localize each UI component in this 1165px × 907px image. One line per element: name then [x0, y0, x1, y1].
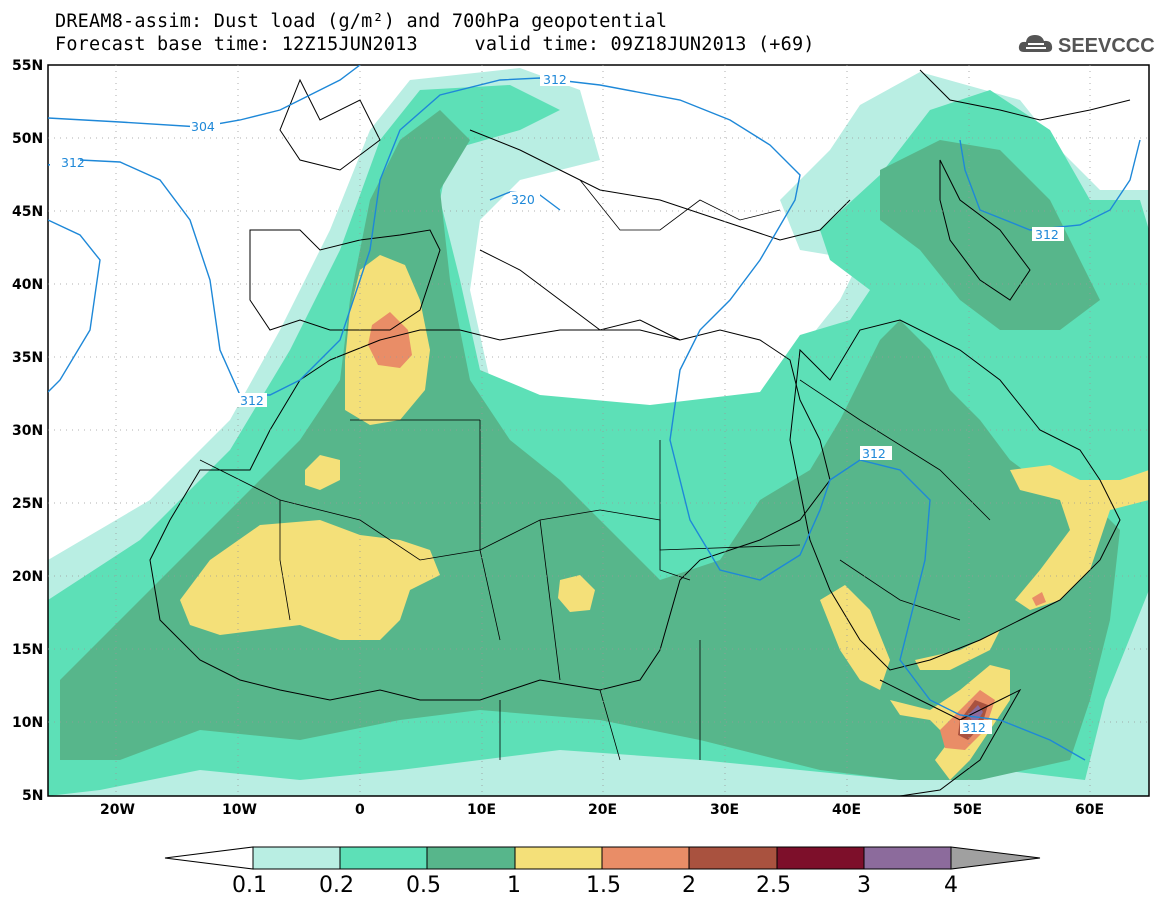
svg-text:312: 312 [543, 72, 567, 87]
colorbar [164, 846, 1041, 870]
svg-text:320: 320 [511, 192, 535, 207]
contour-304 [48, 65, 361, 128]
svg-text:50N: 50N [12, 131, 43, 147]
svg-text:35N: 35N [12, 350, 43, 366]
map-subtitle-times: Forecast base time: 12Z15JUN2013 valid t… [55, 34, 815, 55]
dust-level-1-yemen [915, 630, 1000, 670]
dust-level-1-oman [1010, 465, 1149, 610]
svg-text:10E: 10E [467, 802, 496, 818]
latitude-labels: 55N 50N 45N 40N 35N 30N 25N 20N 15N 10N … [12, 58, 43, 804]
svg-text:45N: 45N [12, 204, 43, 220]
dust-level-1.5-algeria [368, 312, 412, 368]
svg-text:1: 1 [507, 873, 521, 898]
colorbar-arrow-left [164, 846, 254, 870]
svg-text:0.5: 0.5 [406, 873, 441, 898]
svg-text:312: 312 [862, 446, 886, 461]
seevccc-logo: SEEVCCC [1018, 30, 1158, 58]
colorbar-arrow-right [950, 846, 1041, 870]
dust-level-1.5-oman [1032, 592, 1046, 606]
svg-text:4: 4 [944, 873, 958, 898]
dust-level-1-mali [180, 520, 440, 640]
map-title: DREAM8-assim: Dust load (g/m²) and 700hP… [55, 11, 668, 32]
svg-text:10W: 10W [222, 802, 257, 818]
svg-text:40N: 40N [12, 277, 43, 293]
colorbar-labels: 0.1 0.2 0.5 1 1.5 2 2.5 3 4 [232, 873, 958, 898]
dust-level-1-spot [305, 455, 340, 490]
svg-text:60E: 60E [1075, 802, 1104, 818]
svg-text:2: 2 [682, 873, 696, 898]
longitude-labels: 20W 10W 0 10E 20E 30E 40E 50E 60E [100, 802, 1104, 818]
svg-text:10N: 10N [12, 715, 43, 731]
dust-level-1-chad [558, 575, 595, 612]
contour-labels: 304 312 312 320 312 312 312 312 [50, 72, 1064, 735]
svg-text:25N: 25N [12, 496, 43, 512]
svg-text:2.5: 2.5 [756, 873, 791, 898]
svg-text:5N: 5N [22, 788, 43, 804]
svg-text:312: 312 [962, 720, 986, 735]
svg-text:50E: 50E [953, 802, 982, 818]
dust-shading [48, 68, 1149, 796]
svg-text:0: 0 [355, 802, 365, 818]
dust-level-1-redsea [820, 585, 890, 690]
svg-text:20W: 20W [100, 802, 135, 818]
svg-text:55N: 55N [12, 58, 43, 74]
svg-text:20E: 20E [588, 802, 617, 818]
svg-text:312: 312 [240, 393, 264, 408]
svg-text:30E: 30E [710, 802, 739, 818]
svg-text:304: 304 [191, 119, 215, 134]
dust-level-0.5-caspian [880, 140, 1100, 330]
cloud-logo-icon: SEEVCCC [1018, 35, 1155, 57]
svg-text:20N: 20N [12, 569, 43, 585]
logo-text: SEEVCCC [1058, 35, 1155, 57]
svg-text:30N: 30N [12, 423, 43, 439]
svg-text:312: 312 [1035, 227, 1059, 242]
country-borders [199, 179, 991, 761]
svg-text:312: 312 [61, 155, 85, 170]
svg-text:15N: 15N [12, 642, 43, 658]
map-frame [47, 64, 1150, 797]
contour-320-west [48, 219, 101, 393]
svg-text:3: 3 [857, 873, 871, 898]
svg-text:0.2: 0.2 [319, 873, 354, 898]
svg-text:40E: 40E [832, 802, 861, 818]
svg-text:1.5: 1.5 [586, 873, 621, 898]
svg-text:0.1: 0.1 [232, 873, 267, 898]
